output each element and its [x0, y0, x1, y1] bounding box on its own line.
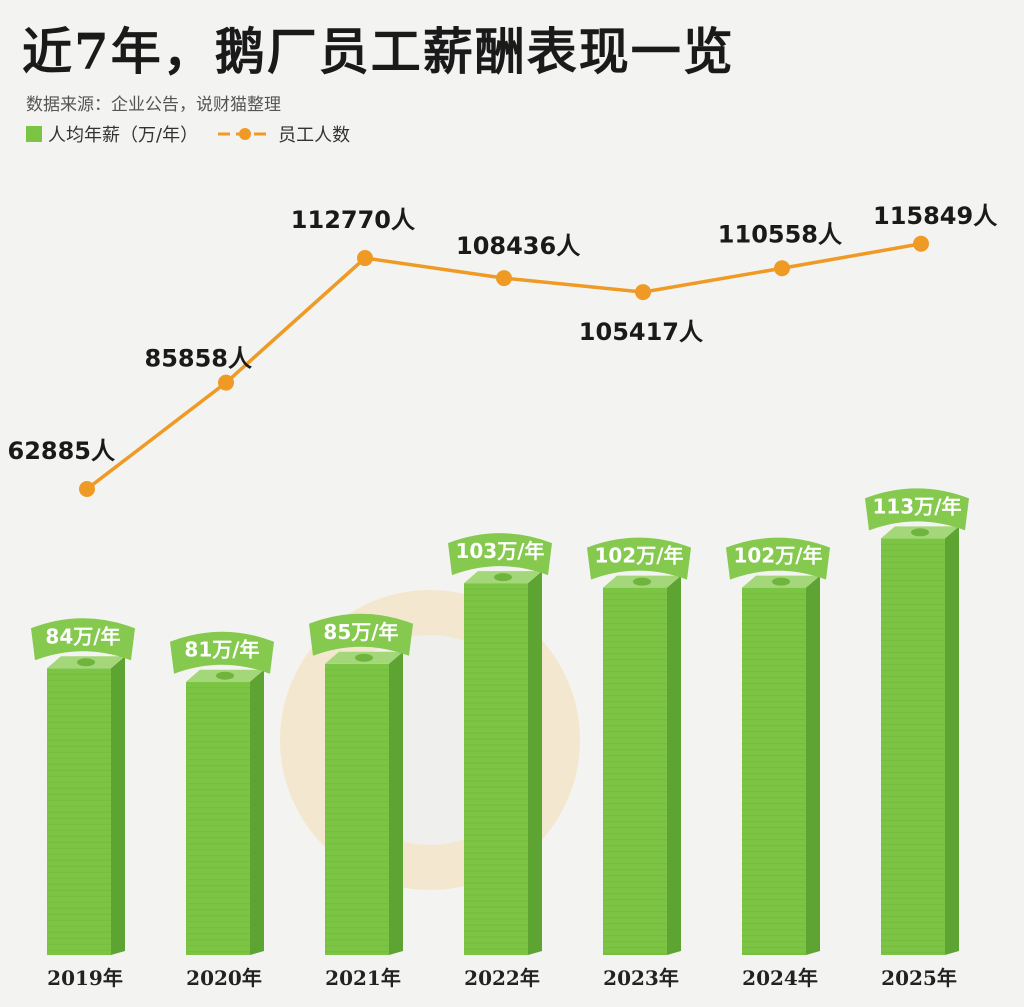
- employees-value-label: 62885人: [8, 437, 116, 465]
- legend-employees-label: 员工人数: [278, 125, 351, 146]
- salary-banner: 85万/年: [309, 613, 413, 656]
- salary-value-label: 85万/年: [323, 620, 398, 644]
- year-axis-label: 2019年: [47, 966, 123, 990]
- salary-banner: 102万/年: [726, 537, 830, 580]
- legend-salary-swatch: [26, 126, 42, 142]
- salary-banner: 113万/年: [865, 488, 969, 531]
- salary-bar: [881, 526, 959, 955]
- year-axis-label: 2021年: [325, 966, 401, 990]
- legend: 人均年薪（万/年） 员工人数: [26, 121, 350, 147]
- salary-banner: 103万/年: [448, 533, 552, 576]
- chart-title: 近7年，鹅厂员工薪酬表现一览: [22, 22, 735, 81]
- year-axis-label: 2025年: [881, 966, 957, 990]
- employees-value-label: 108436人: [456, 232, 580, 260]
- salary-banner: 102万/年: [587, 537, 691, 580]
- salary-bar: [603, 575, 681, 955]
- salary-value-label: 113万/年: [872, 494, 961, 518]
- salary-bar: [186, 669, 264, 955]
- year-axis-label: 2020年: [186, 966, 262, 990]
- salary-banner: 84万/年: [31, 618, 135, 661]
- salary-bar: [742, 575, 820, 955]
- employees-value-label: 105417人: [579, 318, 703, 346]
- salary-value-label: 102万/年: [733, 544, 822, 568]
- employees-value-label: 115849人: [873, 202, 997, 230]
- salary-value-label: 84万/年: [45, 624, 120, 648]
- year-axis-label: 2022年: [464, 966, 540, 990]
- salary-value-label: 81万/年: [184, 638, 259, 662]
- year-axis-label: 2023年: [603, 966, 679, 990]
- employees-point: [635, 284, 651, 301]
- employees-point: [357, 250, 373, 267]
- salary-bar: [325, 651, 403, 955]
- data-source: 数据来源：企业公告，说财猫整理: [26, 95, 281, 115]
- salary-value-label: 103万/年: [455, 539, 544, 563]
- legend-employees-line-icon: [218, 128, 273, 140]
- year-axis-label: 2024年: [742, 966, 818, 990]
- salary-bar: [47, 656, 125, 955]
- employees-value-label: 112770人: [291, 206, 415, 234]
- employees-point: [79, 481, 95, 497]
- employees-point: [774, 260, 790, 277]
- salary-value-label: 102万/年: [594, 544, 683, 568]
- legend-salary-label: 人均年薪（万/年）: [48, 125, 199, 146]
- employees-point: [218, 374, 234, 391]
- employees-value-label: 85858人: [145, 345, 253, 373]
- employees-value-label: 110558人: [718, 220, 842, 248]
- salary-bar: [464, 571, 542, 955]
- employees-point: [496, 270, 512, 287]
- salary-banner: 81万/年: [170, 631, 274, 674]
- employees-point: [913, 235, 929, 252]
